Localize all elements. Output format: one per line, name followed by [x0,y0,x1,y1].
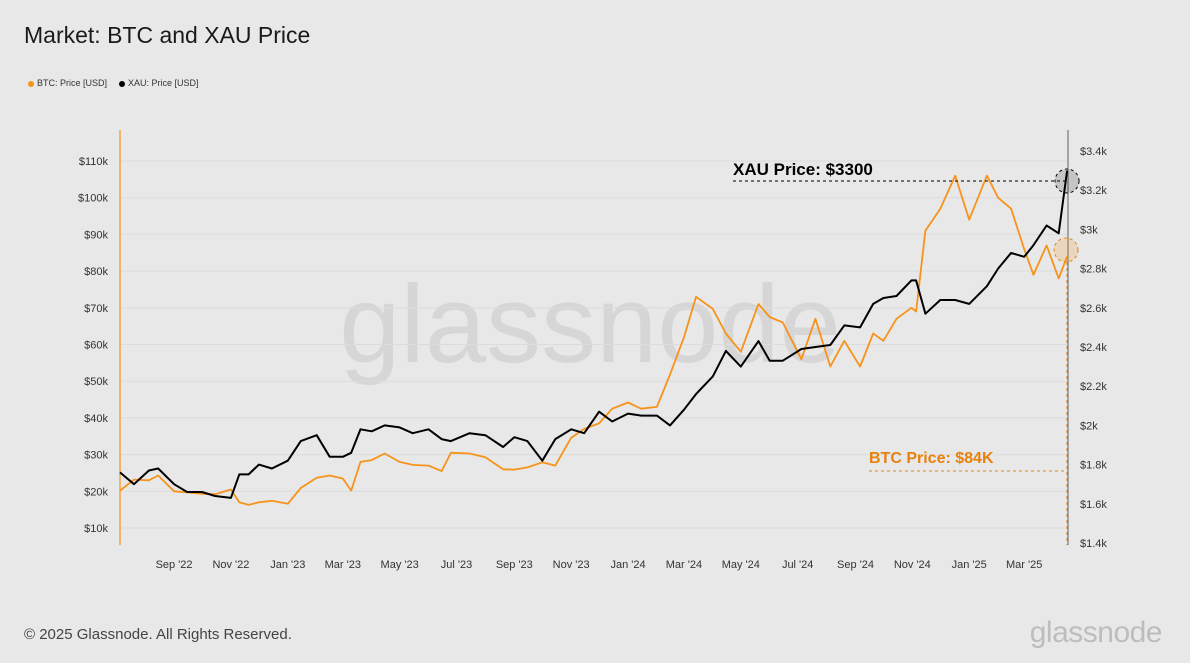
legend-dot-btc [28,80,34,87]
y-right-tick-label: $2.4k [1080,342,1107,354]
x-tick-label: Sep '23 [496,559,533,571]
btc-price-marker [1053,237,1079,263]
legend: BTC: Price [USD] XAU: Price [USD] [28,78,199,88]
y-left-tick-label: $30k [84,450,108,462]
x-tick-label: Sep '22 [156,559,193,571]
y-left-tick-label: $80k [84,266,108,278]
y-right-tick-label: $1.6k [1080,499,1107,511]
y-left-tick-label: $50k [84,376,108,388]
series-line-xau [119,170,1069,499]
legend-item-btc[interactable]: BTC: Price [USD] [28,78,107,88]
x-tick-label: Mar '23 [325,559,361,571]
y-left-tick-label: $60k [84,340,108,352]
y-right-tick-label: $2.2k [1080,381,1107,393]
x-tick-label: Mar '24 [666,559,702,571]
x-tick-label: Nov '22 [212,559,249,571]
y-left-tick-label: $90k [84,229,108,241]
legend-label-xau: XAU: Price [USD] [128,78,199,88]
y-left-tick-label: $110k [79,156,109,168]
y-left-tick-label: $100k [78,193,108,205]
x-tick-label: Jan '24 [610,559,645,571]
watermark: glassnode [339,263,841,386]
y-left-tick-label: $20k [84,486,108,498]
y-left-tick-label: $40k [84,413,108,425]
x-tick-label: May '24 [722,559,760,571]
y-right-tick-label: $3.4k [1080,146,1107,158]
x-tick-label: Nov '24 [894,559,931,571]
legend-dot-xau [119,80,126,87]
x-tick-label: May '23 [381,559,419,571]
x-tick-label: Jan '25 [952,559,987,571]
legend-item-xau[interactable]: XAU: Price [USD] [119,78,199,88]
x-tick-label: Jul '23 [441,559,472,571]
xau-price-marker [1054,168,1080,194]
y-right-tick-label: $2.8k [1080,264,1107,276]
y-right-tick-label: $3k [1080,224,1098,236]
y-right-tick-label: $3.2k [1080,185,1107,197]
copyright-footer: © 2025 Glassnode. All Rights Reserved. [24,626,292,643]
series-line-btc [119,174,1068,506]
x-tick-label: Nov '23 [553,559,590,571]
y-right-tick-label: $2k [1080,420,1098,432]
x-tick-label: Jul '24 [782,559,813,571]
y-right-tick-label: $2.6k [1080,303,1107,315]
y-left-tick-label: $70k [84,303,108,315]
x-tick-label: Jan '23 [270,559,305,571]
x-tick-label: Sep '24 [837,559,874,571]
y-right-tick-label: $1.8k [1080,460,1107,472]
y-left-tick-label: $10k [84,523,108,535]
page-title: Market: BTC and XAU Price [24,22,311,48]
glassnode-logo: glassnode [1029,616,1163,649]
xau-price-annotation: XAU Price: $3300 [733,160,873,179]
y-right-tick-label: $1.4k [1080,538,1107,550]
x-tick-label: Mar '25 [1006,559,1042,571]
legend-label-btc: BTC: Price [USD] [37,78,108,88]
btc-price-annotation: BTC Price: $84K [869,450,994,467]
